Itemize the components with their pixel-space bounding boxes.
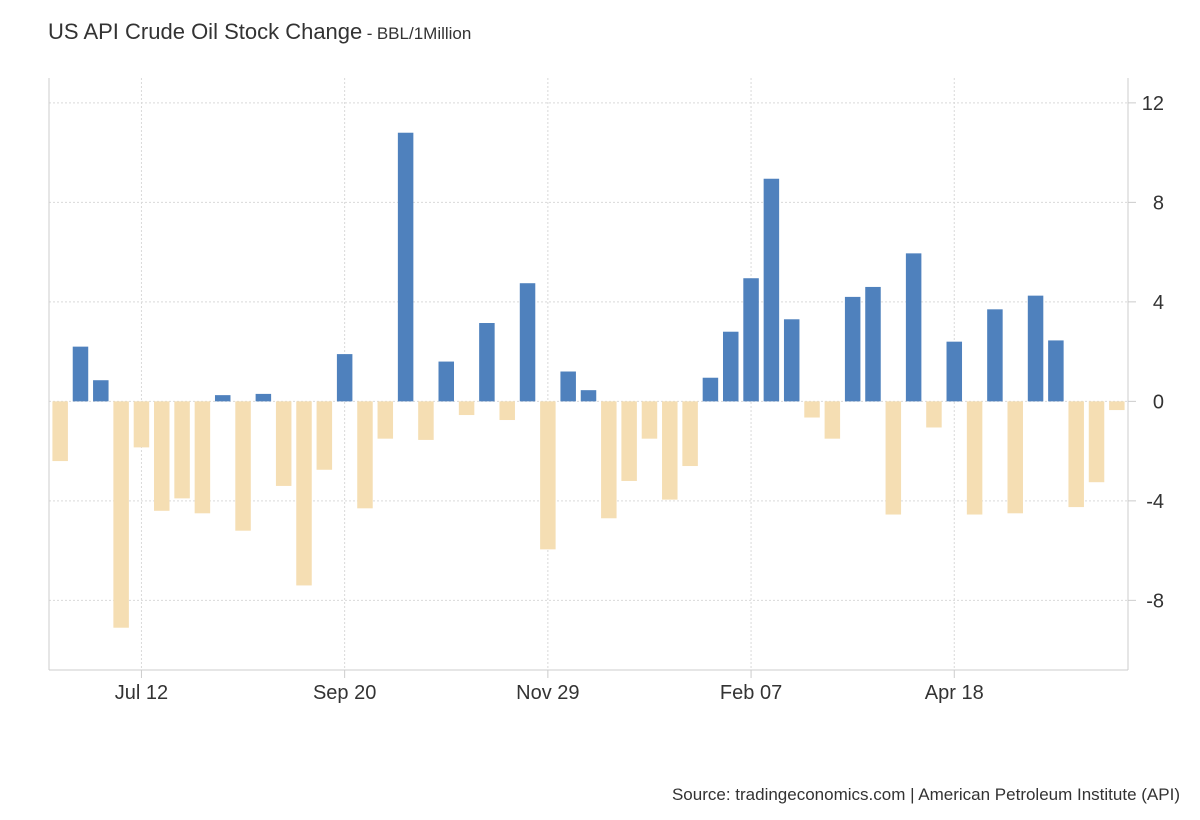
bar-positive: [1048, 340, 1064, 402]
x-tick-label: Nov 29: [516, 682, 579, 704]
bar-positive: [93, 380, 109, 402]
bar-negative: [621, 401, 637, 481]
bar-negative: [540, 401, 556, 550]
bar-negative: [357, 401, 373, 509]
bar-negative: [418, 401, 434, 440]
bar-negative: [601, 401, 617, 519]
x-tick-label: Jul 12: [115, 682, 168, 704]
bar-chart: 12 8 4 0 -4 -8 Jul 12 Sep 20 Nov 29 Feb 07 Apr 18: [48, 78, 1164, 704]
bar-positive: [214, 395, 231, 402]
bar-negative: [682, 401, 698, 467]
bar-negative: [885, 401, 902, 515]
bar-negative: [926, 401, 942, 428]
bar-positive: [560, 371, 576, 402]
bar-negative: [154, 401, 170, 511]
bar-negative: [377, 401, 394, 439]
bar-positive: [987, 309, 1003, 402]
bar-positive: [905, 253, 922, 402]
bar-negative: [641, 401, 658, 439]
bar-negative: [133, 401, 150, 448]
bar-negative: [1007, 401, 1023, 514]
bar-negative: [1068, 401, 1084, 508]
y-tick-label: 12: [1142, 93, 1164, 115]
source-attribution: Source: tradingeconomics.com | American …: [671, 785, 1180, 804]
bar-positive: [743, 278, 759, 402]
chart-subtitle: BBL/1Million: [376, 24, 472, 43]
bar-negative: [804, 401, 820, 418]
bar-negative: [52, 401, 68, 462]
bar-positive: [1027, 295, 1044, 402]
y-tick-label: 4: [1153, 292, 1164, 314]
bar-negative: [662, 401, 678, 500]
y-tick-label: -4: [1146, 491, 1164, 513]
bar-positive: [72, 346, 89, 402]
bar-positive: [946, 341, 963, 402]
bar-positive: [438, 361, 455, 402]
bar-positive: [722, 331, 739, 402]
bar-positive: [865, 286, 881, 402]
bar-negative: [235, 401, 251, 531]
y-tick-label: 8: [1153, 192, 1164, 214]
bar-negative: [296, 401, 312, 586]
x-tick-label: Feb 07: [720, 682, 782, 704]
bar-negative: [966, 401, 983, 515]
x-tick-label: Sep 20: [313, 682, 376, 704]
bar-positive: [783, 319, 800, 402]
title-separator: -: [366, 24, 373, 43]
bar-positive: [397, 132, 414, 402]
bar-positive: [255, 393, 272, 402]
bar-negative: [316, 401, 333, 470]
y-tick-label: -8: [1146, 590, 1164, 612]
bar-positive: [519, 283, 536, 402]
bar-negative: [1109, 401, 1125, 411]
bar-negative: [194, 401, 211, 514]
chart-title: US API Crude Oil Stock Change: [48, 19, 363, 44]
x-tick-label: Apr 18: [925, 682, 984, 704]
bar-negative: [1088, 401, 1105, 483]
bar-negative: [174, 401, 190, 499]
bar-negative: [499, 401, 515, 421]
bar-negative: [458, 401, 475, 416]
bar-positive: [702, 377, 719, 402]
chart-header: US API Crude Oil Stock Change - BBL/1Mil…: [48, 19, 471, 45]
bar-negative: [113, 401, 129, 628]
y-tick-label: 0: [1153, 391, 1164, 413]
bar-positive: [580, 390, 597, 402]
bar-negative: [824, 401, 841, 439]
bar-positive: [763, 178, 780, 402]
bar-positive: [844, 296, 861, 402]
bar-negative: [275, 401, 292, 486]
bar-positive: [479, 323, 495, 402]
bar-positive: [336, 354, 353, 402]
